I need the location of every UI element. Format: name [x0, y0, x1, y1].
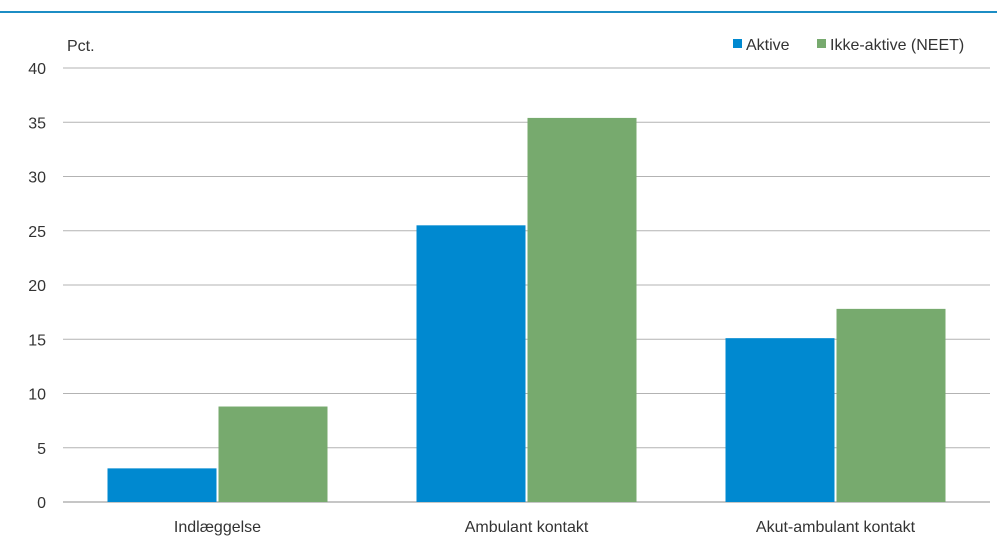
y-tick-label: 25	[28, 224, 46, 241]
header-rule	[0, 11, 997, 13]
y-unit-label: Pct.	[67, 38, 95, 55]
y-tick-label: 20	[28, 278, 46, 295]
legend: Aktive Ikke-aktive (NEET)	[733, 37, 964, 54]
y-tick-label: 35	[28, 115, 46, 132]
y-tick-label: 10	[28, 387, 46, 404]
y-tick-label: 30	[28, 170, 46, 187]
x-category-label: Akut-ambulant kontakt	[756, 519, 916, 536]
y-tick-label: 40	[28, 61, 46, 78]
legend-label: Ikke-aktive (NEET)	[830, 37, 964, 54]
bar-ikke-aktive	[836, 308, 946, 502]
bars	[107, 117, 946, 502]
bar-aktive	[107, 468, 217, 502]
bar-ikke-aktive	[527, 117, 637, 502]
legend-swatch	[817, 39, 826, 48]
y-axis-ticks: 0 5 10 15 20 25 30 35 40	[28, 61, 46, 512]
y-tick-label: 15	[28, 332, 46, 349]
x-category-label: Ambulant kontakt	[465, 519, 589, 536]
bar-aktive	[725, 338, 835, 502]
x-axis-categories: Indlæggelse Ambulant kontakt Akut-ambulant…	[174, 519, 916, 536]
legend-label: Aktive	[746, 37, 790, 54]
y-tick-label: 5	[37, 441, 46, 458]
gridlines	[63, 67, 990, 503]
legend-swatch	[733, 39, 742, 48]
x-category-label: Indlæggelse	[174, 519, 261, 536]
bar-aktive	[416, 225, 526, 502]
y-tick-label: 0	[37, 495, 46, 512]
bar-ikke-aktive	[218, 406, 328, 502]
